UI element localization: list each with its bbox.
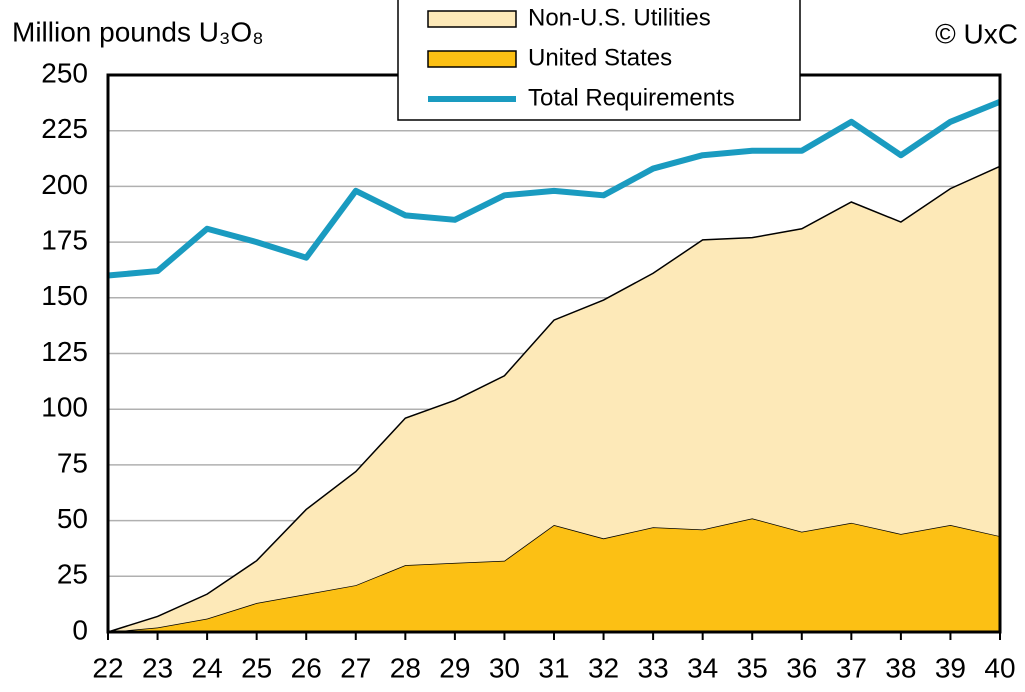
x-tick-label: 31 — [538, 652, 569, 683]
x-tick-label: 38 — [885, 652, 916, 683]
legend-label: Total Requirements — [528, 84, 735, 111]
legend-label: Non-U.S. Utilities — [528, 4, 711, 31]
x-tick-label: 35 — [737, 652, 768, 683]
x-tick-label: 23 — [142, 652, 173, 683]
x-tick-label: 32 — [588, 652, 619, 683]
x-tick-label: 40 — [984, 652, 1015, 683]
y-tick-label: 100 — [41, 392, 88, 423]
y-tick-label: 75 — [57, 447, 88, 478]
y-tick-label: 125 — [41, 336, 88, 367]
y-tick-label: 175 — [41, 224, 88, 255]
x-tick-label: 36 — [786, 652, 817, 683]
x-tick-label: 29 — [439, 652, 470, 683]
x-tick-label: 34 — [687, 652, 718, 683]
y-tick-label: 150 — [41, 280, 88, 311]
y-tick-label: 200 — [41, 169, 88, 200]
legend-label: United States — [528, 44, 672, 71]
y-tick-label: 225 — [41, 113, 88, 144]
y-tick-label: 250 — [41, 57, 88, 88]
x-tick-label: 27 — [340, 652, 371, 683]
x-tick-label: 39 — [935, 652, 966, 683]
copyright: © UxC — [935, 18, 1018, 49]
x-tick-label: 25 — [241, 652, 272, 683]
y-tick-label: 50 — [57, 503, 88, 534]
area — [108, 166, 1000, 632]
x-tick-label: 22 — [92, 652, 123, 683]
x-tick-label: 30 — [489, 652, 520, 683]
x-tick-label: 28 — [390, 652, 421, 683]
y-tick-label: 25 — [57, 559, 88, 590]
x-tick-label: 26 — [291, 652, 322, 683]
x-tick-label: 33 — [638, 652, 669, 683]
x-tick-label: 24 — [192, 652, 223, 683]
legend-swatch — [427, 10, 517, 28]
legend-swatch — [427, 50, 517, 68]
x-tick-label: 37 — [836, 652, 867, 683]
chart-title: Million pounds U₃O₈ — [12, 16, 264, 47]
area — [108, 518, 1000, 632]
y-tick-label: 0 — [72, 614, 88, 645]
line — [107, 98, 1002, 279]
area-edge — [107, 165, 1001, 633]
